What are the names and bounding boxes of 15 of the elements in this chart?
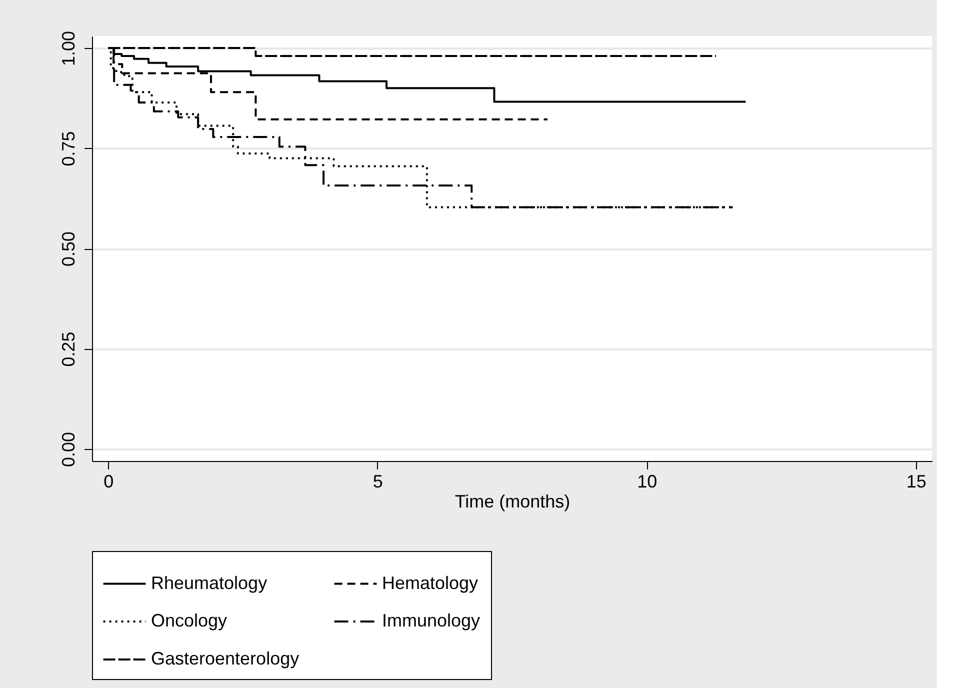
x-tick-label: 10 — [637, 472, 658, 492]
legend-label: Rheumatology — [151, 572, 268, 593]
x-tick-label: 0 — [104, 472, 114, 492]
legend-label: Hematology — [382, 572, 478, 593]
legend-label: Gasteroenterology — [151, 648, 300, 668]
legend-label: Immunology — [382, 610, 480, 630]
y-tick-label: 0.25 — [58, 332, 78, 367]
x-tick-label: 5 — [372, 472, 383, 492]
legend-label: Oncology — [151, 610, 228, 630]
x-axis-title: Time (months) — [454, 492, 570, 512]
y-tick-label: 0.75 — [58, 131, 78, 166]
y-tick-label: 0.50 — [58, 231, 78, 267]
x-tick-label: 15 — [906, 472, 926, 492]
y-tick-label: 1.00 — [58, 31, 78, 66]
y-tick-label: 0.00 — [58, 432, 78, 467]
